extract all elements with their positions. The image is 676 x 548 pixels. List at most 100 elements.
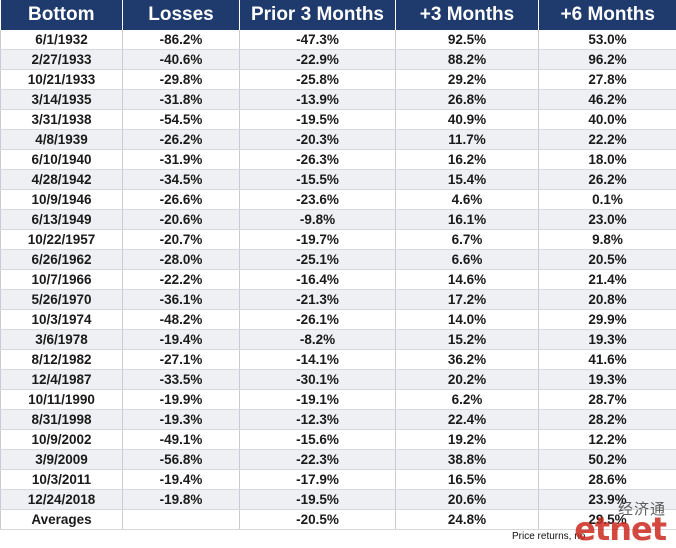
- cell-plus-6-months: 53.0%: [539, 30, 676, 50]
- cell-plus-3-months: 88.2%: [396, 50, 539, 70]
- cell-prior-3-months: -26.1%: [240, 310, 396, 330]
- cell-plus-6-months: 28.7%: [539, 390, 676, 410]
- cell-bottom: 8/31/1998: [1, 410, 123, 430]
- cell-losses: -56.8%: [123, 450, 240, 470]
- table-body: 6/1/1932-86.2%-47.3%92.5%53.0%2/27/1933-…: [1, 30, 676, 530]
- header-bottom: Bottom: [1, 0, 123, 30]
- cell-bottom: 4/28/1942: [1, 170, 123, 190]
- cell-plus-6-months: 28.6%: [539, 470, 676, 490]
- avg-cell-losses: [123, 510, 240, 530]
- avg-cell-plus-3-months: 24.8%: [396, 510, 539, 530]
- cell-plus-3-months: 20.2%: [396, 370, 539, 390]
- cell-plus-6-months: 19.3%: [539, 370, 676, 390]
- cell-plus-3-months: 15.4%: [396, 170, 539, 190]
- cell-plus-6-months: 20.5%: [539, 250, 676, 270]
- table-row: 6/26/1962-28.0%-25.1%6.6%20.5%: [1, 250, 676, 270]
- table-row: 10/3/1974-48.2%-26.1%14.0%29.9%: [1, 310, 676, 330]
- cell-plus-3-months: 15.2%: [396, 330, 539, 350]
- cell-losses: -26.6%: [123, 190, 240, 210]
- table-row: 2/27/1933-40.6%-22.9%88.2%96.2%: [1, 50, 676, 70]
- cell-plus-6-months: 28.2%: [539, 410, 676, 430]
- cell-plus-6-months: 18.0%: [539, 150, 676, 170]
- cell-losses: -31.9%: [123, 150, 240, 170]
- cell-plus-6-months: 21.4%: [539, 270, 676, 290]
- cell-bottom: 10/3/2011: [1, 470, 123, 490]
- cell-bottom: 3/14/1935: [1, 90, 123, 110]
- table-row: 12/4/1987-33.5%-30.1%20.2%19.3%: [1, 370, 676, 390]
- cell-plus-3-months: 16.5%: [396, 470, 539, 490]
- cell-bottom: 12/4/1987: [1, 370, 123, 390]
- cell-plus-3-months: 17.2%: [396, 290, 539, 310]
- table-header-row: Bottom Losses Prior 3 Months +3 Months +…: [1, 0, 676, 30]
- header-losses: Losses: [123, 0, 240, 30]
- table-row: 6/13/1949-20.6%-9.8%16.1%23.0%: [1, 210, 676, 230]
- cell-bottom: 10/9/1946: [1, 190, 123, 210]
- cell-bottom: 2/27/1933: [1, 50, 123, 70]
- cell-plus-3-months: 36.2%: [396, 350, 539, 370]
- cell-losses: -48.2%: [123, 310, 240, 330]
- header-plus-6-months: +6 Months: [539, 0, 676, 30]
- cell-losses: -29.8%: [123, 70, 240, 90]
- cell-prior-3-months: -15.5%: [240, 170, 396, 190]
- cell-plus-3-months: 6.6%: [396, 250, 539, 270]
- header-plus-3-months: +3 Months: [396, 0, 539, 30]
- cell-plus-3-months: 26.8%: [396, 90, 539, 110]
- cell-bottom: 6/13/1949: [1, 210, 123, 230]
- etnet-logo: etnet: [574, 510, 666, 548]
- cell-plus-3-months: 4.6%: [396, 190, 539, 210]
- table-row: 3/31/1938-54.5%-19.5%40.9%40.0%: [1, 110, 676, 130]
- cell-prior-3-months: -9.8%: [240, 210, 396, 230]
- table-row: 10/9/2002-49.1%-15.6%19.2%12.2%: [1, 430, 676, 450]
- cell-bottom: 6/1/1932: [1, 30, 123, 50]
- cell-prior-3-months: -25.8%: [240, 70, 396, 90]
- cell-losses: -19.3%: [123, 410, 240, 430]
- cell-losses: -22.2%: [123, 270, 240, 290]
- table-row: 10/9/1946-26.6%-23.6%4.6%0.1%: [1, 190, 676, 210]
- cell-plus-3-months: 11.7%: [396, 130, 539, 150]
- cell-bottom: 10/21/1933: [1, 70, 123, 90]
- table-row: 10/3/2011-19.4%-17.9%16.5%28.6%: [1, 470, 676, 490]
- returns-table: Bottom Losses Prior 3 Months +3 Months +…: [0, 0, 676, 530]
- cell-plus-6-months: 22.2%: [539, 130, 676, 150]
- cell-plus-6-months: 26.2%: [539, 170, 676, 190]
- table-row: 8/12/1982-27.1%-14.1%36.2%41.6%: [1, 350, 676, 370]
- table-row: 4/8/1939-26.2%-20.3%11.7%22.2%: [1, 130, 676, 150]
- cell-losses: -19.9%: [123, 390, 240, 410]
- table-row: 3/9/2009-56.8%-22.3%38.8%50.2%: [1, 450, 676, 470]
- cell-plus-6-months: 46.2%: [539, 90, 676, 110]
- cell-prior-3-months: -17.9%: [240, 470, 396, 490]
- cell-plus-3-months: 22.4%: [396, 410, 539, 430]
- cell-prior-3-months: -12.3%: [240, 410, 396, 430]
- cell-plus-6-months: 20.8%: [539, 290, 676, 310]
- table-row: 10/22/1957-20.7%-19.7%6.7%9.8%: [1, 230, 676, 250]
- cell-prior-3-months: -15.6%: [240, 430, 396, 450]
- cell-prior-3-months: -19.5%: [240, 490, 396, 510]
- header-prior-3-months: Prior 3 Months: [240, 0, 396, 30]
- cell-plus-6-months: 23.0%: [539, 210, 676, 230]
- table-row: 6/10/1940-31.9%-26.3%16.2%18.0%: [1, 150, 676, 170]
- cell-bottom: 10/11/1990: [1, 390, 123, 410]
- cell-losses: -54.5%: [123, 110, 240, 130]
- cell-losses: -27.1%: [123, 350, 240, 370]
- table-row: 10/11/1990-19.9%-19.1%6.2%28.7%: [1, 390, 676, 410]
- cell-losses: -86.2%: [123, 30, 240, 50]
- cell-bottom: 3/9/2009: [1, 450, 123, 470]
- cell-plus-3-months: 14.6%: [396, 270, 539, 290]
- cell-prior-3-months: -13.9%: [240, 90, 396, 110]
- cell-losses: -20.6%: [123, 210, 240, 230]
- cell-losses: -33.5%: [123, 370, 240, 390]
- cell-losses: -34.5%: [123, 170, 240, 190]
- cell-plus-3-months: 20.6%: [396, 490, 539, 510]
- cell-losses: -26.2%: [123, 130, 240, 150]
- table-row: 5/26/1970-36.1%-21.3%17.2%20.8%: [1, 290, 676, 310]
- table-row: 10/21/1933-29.8%-25.8%29.2%27.8%: [1, 70, 676, 90]
- cell-bottom: 10/22/1957: [1, 230, 123, 250]
- cell-plus-6-months: 0.1%: [539, 190, 676, 210]
- cell-losses: -36.1%: [123, 290, 240, 310]
- cell-plus-6-months: 96.2%: [539, 50, 676, 70]
- table-row: 3/6/1978-19.4%-8.2%15.2%19.3%: [1, 330, 676, 350]
- table-row: 12/24/2018-19.8%-19.5%20.6%23.9%: [1, 490, 676, 510]
- cell-bottom: 3/6/1978: [1, 330, 123, 350]
- cell-prior-3-months: -47.3%: [240, 30, 396, 50]
- cell-bottom: 6/10/1940: [1, 150, 123, 170]
